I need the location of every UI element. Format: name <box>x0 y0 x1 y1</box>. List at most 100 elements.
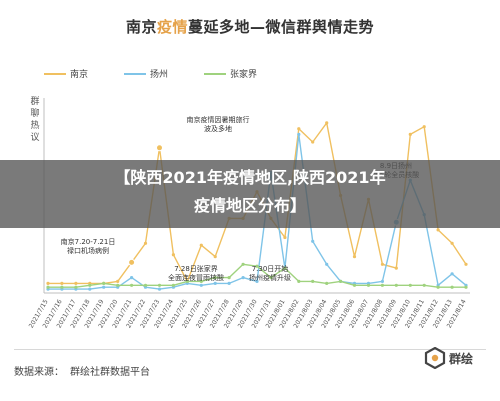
overlay-line-1: 【陕西2021年疫情地区,陕西2021年 <box>114 168 386 187</box>
data-source: 数据来源： 群绘社群数据平台 <box>14 363 150 378</box>
legend-swatch-nanjing <box>44 72 66 75</box>
data-point-yangzhou <box>227 281 231 285</box>
data-point-nanjing <box>171 253 175 257</box>
data-point-zhangjiajie <box>311 279 315 283</box>
data-point-nanjing <box>199 243 203 247</box>
chart-title: 南京疫情蔓延多地—微信群舆情走势 <box>0 16 500 37</box>
data-point-nanjing <box>311 140 315 144</box>
data-point-zhangjiajie <box>339 279 343 283</box>
data-point-zhangjiajie <box>380 283 384 287</box>
y-axis-label-char: 热 <box>30 121 40 131</box>
legend-label-nanjing: 南京 <box>70 70 89 80</box>
data-point-yangzhou <box>88 287 92 291</box>
data-point-nanjing <box>450 241 454 245</box>
data-point-zhangjiajie <box>450 285 454 289</box>
data-point-zhangjiajie <box>199 279 203 283</box>
legend-item-zhangjiajie: 张家界 <box>204 67 257 80</box>
data-point-zhangjiajie <box>171 283 175 287</box>
data-point-nanjing <box>422 125 426 129</box>
data-point-nanjing <box>464 262 468 266</box>
data-point-zhangjiajie <box>283 266 287 270</box>
annotation-line-2: 禄口机场病例 <box>67 246 109 255</box>
data-point-yangzhou <box>199 283 203 287</box>
data-point-zhangjiajie <box>464 285 468 289</box>
highlight-point-nanjing <box>128 258 136 266</box>
data-point-yangzhou <box>311 239 315 243</box>
data-point-zhangjiajie <box>297 279 301 283</box>
data-point-zhangjiajie <box>255 264 259 268</box>
overlay-banner <box>0 160 500 228</box>
data-point-zhangjiajie <box>269 276 273 280</box>
data-point-yangzhou <box>380 279 384 283</box>
data-point-yangzhou <box>157 287 162 291</box>
data-point-yangzhou <box>213 281 217 285</box>
data-point-nanjing <box>213 255 217 259</box>
data-point-zhangjiajie <box>60 285 64 289</box>
data-point-yangzhou <box>255 279 259 283</box>
y-axis-label-char: 议 <box>30 133 40 143</box>
data-point-zhangjiajie <box>394 283 398 287</box>
data-point-zhangjiajie <box>422 283 426 287</box>
data-point-nanjing <box>408 132 412 136</box>
data-point-yangzhou <box>325 262 329 266</box>
data-point-yangzhou <box>241 276 245 280</box>
legend-item-nanjing: 南京 <box>44 67 88 80</box>
data-point-nanjing <box>60 281 64 285</box>
brand-hexagon-icon <box>424 347 446 369</box>
legend-item-yangzhou: 扬州 <box>124 67 168 80</box>
data-point-zhangjiajie <box>213 276 217 280</box>
data-point-yangzhou <box>450 272 454 276</box>
data-point-nanjing <box>380 262 384 266</box>
data-point-nanjing <box>352 255 357 259</box>
data-point-zhangjiajie <box>408 283 412 287</box>
brand-text: 群绘 <box>449 351 474 366</box>
data-point-zhangjiajie <box>325 281 329 285</box>
brand-logo: 群绘 <box>424 347 473 369</box>
data-point-zhangjiajie <box>102 281 106 285</box>
annotation-line-2: 全面连夜冒雨核酸 <box>168 273 224 282</box>
legend-label-zhangjiajie: 张家界 <box>230 70 258 80</box>
data-point-zhangjiajie <box>227 276 231 280</box>
data-point-zhangjiajie <box>185 279 189 283</box>
data-point-zhangjiajie <box>46 285 50 289</box>
data-point-nanjing <box>283 235 287 240</box>
legend-swatch-yangzhou <box>124 72 146 75</box>
annotation-line-2: 波及多地 <box>204 124 232 133</box>
data-point-nanjing <box>74 281 78 285</box>
data-point-zhangjiajie <box>366 283 371 287</box>
data-point-zhangjiajie <box>157 283 162 287</box>
title-part-2: 蔓延多地—微信群舆情走势 <box>188 18 375 36</box>
data-point-nanjing <box>394 266 398 270</box>
y-axis-label-char: 群 <box>30 97 40 107</box>
y-axis-label: 群聊热议 <box>28 96 42 144</box>
data-point-nanjing <box>325 121 329 125</box>
source-label: 数据来源： <box>14 367 64 378</box>
data-point-zhangjiajie <box>116 283 120 287</box>
title-highlight: 疫情 <box>156 18 188 36</box>
annotation-line-1: 7.28日张家界 <box>174 264 218 273</box>
legend-label-yangzhou: 扬州 <box>150 70 169 80</box>
annotation-line-1: 南京7.20-7.21日 <box>61 237 116 246</box>
highlight-point-nanjing <box>156 144 163 152</box>
data-point-yangzhou <box>102 285 106 289</box>
data-point-zhangjiajie <box>88 283 92 287</box>
overlay-text: 【陕西2021年疫情地区,陕西2021年 疫情地区分布】 <box>20 164 480 220</box>
data-point-yangzhou <box>297 132 301 136</box>
data-point-yangzhou <box>130 276 134 280</box>
data-point-nanjing <box>297 127 301 131</box>
overlay-line-2: 疫情地区分布】 <box>193 196 306 215</box>
annotation-line-1: 南京疫情因暑期旅行 <box>187 115 250 124</box>
legend-swatch-zhangjiajie <box>204 72 226 75</box>
annotation-line-2: 扬州疫情升级 <box>249 273 291 282</box>
y-axis-label-char: 聊 <box>30 109 40 119</box>
footer-divider <box>14 349 486 350</box>
data-point-zhangjiajie <box>241 262 245 266</box>
data-point-nanjing <box>46 281 50 285</box>
data-point-zhangjiajie <box>74 285 78 289</box>
title-part-1: 南京 <box>125 18 157 36</box>
data-point-zhangjiajie <box>143 283 148 287</box>
data-point-nanjing <box>436 228 440 232</box>
data-point-zhangjiajie <box>436 285 440 289</box>
data-point-zhangjiajie <box>352 283 357 287</box>
